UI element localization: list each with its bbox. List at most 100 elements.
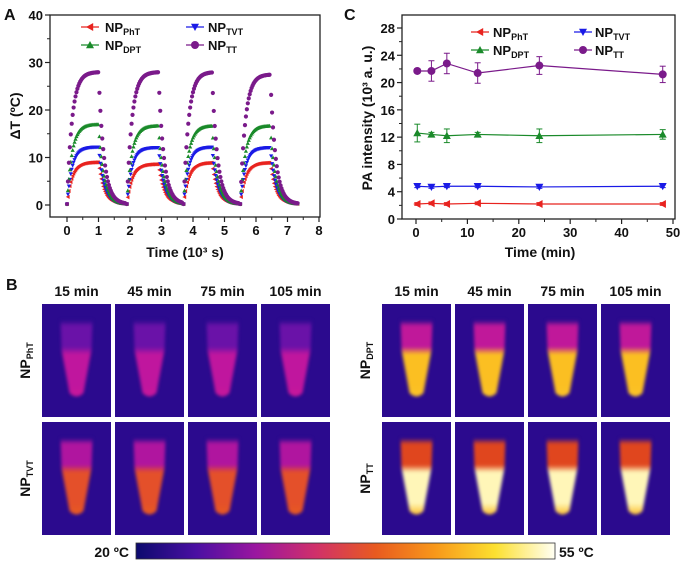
marker-triangle-down — [126, 184, 131, 189]
marker-triangle-up — [71, 143, 76, 148]
thermal-image — [601, 304, 670, 417]
marker-circle — [219, 179, 224, 184]
marker-circle — [181, 201, 186, 207]
thermal-image — [42, 304, 111, 417]
tube-hotspot — [206, 438, 239, 515]
row-label-sub: DPT — [365, 341, 375, 360]
series-pht — [64, 160, 300, 207]
marker-circle — [124, 201, 129, 207]
marker-triangle-down — [98, 161, 103, 166]
legend-entry-tt: NPTT — [595, 43, 625, 60]
time-label: 45 min — [467, 283, 511, 299]
marker-circle — [275, 170, 280, 175]
y-tick-label: 8 — [388, 157, 395, 172]
chart-c-series — [413, 52, 667, 208]
chart-a-frame — [49, 14, 321, 218]
x-tick-label: 1 — [95, 223, 102, 238]
marker-triangle-down — [191, 23, 199, 31]
legend-sub: DPT — [511, 50, 530, 60]
marker-triangle-left — [185, 180, 190, 185]
series-pht — [413, 199, 666, 208]
marker-triangle-down — [125, 192, 130, 197]
marker-circle — [240, 161, 245, 166]
marker-triangle-left — [96, 160, 100, 165]
marker-triangle-left — [243, 174, 248, 179]
marker-circle — [187, 112, 192, 117]
marker-triangle-up — [243, 149, 249, 153]
marker-circle — [64, 201, 70, 207]
legend-sub: TVT — [226, 27, 244, 37]
marker-triangle-left — [427, 199, 435, 208]
row-label-sub: PhT — [25, 342, 35, 360]
marker-triangle-down — [160, 174, 165, 178]
marker-circle — [218, 174, 223, 180]
marker-triangle-left — [182, 194, 187, 200]
time-label: 15 min — [54, 283, 98, 299]
marker-triangle-down — [130, 164, 135, 168]
marker-circle — [535, 61, 544, 70]
y-tick-label: 20 — [381, 76, 395, 91]
x-tick-label: 2 — [126, 223, 133, 238]
marker-triangle-left — [130, 175, 135, 180]
marker-circle — [127, 145, 132, 150]
tube-hotspot — [619, 438, 652, 515]
thermal-image — [528, 304, 597, 417]
legend-sub: DPT — [123, 45, 142, 55]
marker-circle — [189, 99, 194, 104]
marker-triangle-down — [442, 183, 451, 191]
marker-circle — [71, 105, 76, 110]
marker-triangle-up — [535, 131, 544, 139]
row-label-tvt: NPTVT — [17, 460, 35, 497]
marker-circle — [104, 174, 110, 180]
marker-triangle-down — [66, 184, 71, 189]
marker-circle — [271, 137, 277, 142]
marker-circle — [161, 155, 167, 161]
marker-triangle-down — [186, 167, 191, 172]
thermal-image — [42, 422, 111, 535]
legend-entry-tt: NPTT — [208, 38, 238, 55]
marker-triangle-up — [186, 154, 191, 159]
marker-triangle-down — [240, 184, 245, 189]
marker-circle — [97, 90, 102, 95]
marker-triangle-up — [413, 129, 422, 137]
y-tick-label: 12 — [381, 130, 395, 145]
marker-circle — [216, 163, 221, 168]
y-tick-label: 10 — [29, 151, 43, 166]
marker-triangle-left — [213, 181, 218, 186]
marker-triangle-up — [188, 144, 193, 149]
tube-hotspot — [619, 320, 652, 397]
x-tick-label: 5 — [221, 223, 228, 238]
marker-circle — [579, 46, 587, 54]
marker-circle — [244, 107, 249, 112]
marker-circle — [427, 66, 436, 75]
marker-circle — [267, 72, 272, 77]
series-line — [417, 132, 663, 137]
marker-circle — [189, 94, 195, 99]
marker-circle — [210, 90, 215, 96]
tube-hotspot — [60, 438, 93, 515]
time-label: 15 min — [394, 283, 438, 299]
marker-triangle-up — [658, 130, 667, 138]
marker-triangle-down — [210, 153, 215, 158]
marker-circle — [160, 147, 166, 152]
marker-triangle-down — [211, 161, 216, 166]
marker-triangle-down — [65, 192, 71, 197]
row-label-dpt: NPDPT — [357, 341, 375, 379]
marker-circle — [277, 179, 282, 184]
marker-triangle-up — [427, 130, 436, 138]
thermal-image — [455, 304, 524, 417]
time-label: 45 min — [127, 283, 171, 299]
marker-triangle-down — [273, 182, 278, 187]
marker-triangle-down — [215, 182, 220, 187]
marker-triangle-up — [269, 135, 274, 140]
chart-c-ylabel: PA intensity (10³ a. u.) — [359, 46, 375, 191]
marker-triangle-up — [190, 135, 196, 140]
marker-circle — [163, 169, 169, 174]
marker-triangle-down — [157, 154, 162, 159]
marker-triangle-down — [213, 173, 218, 178]
chart-c-ticks: 0 10 20 30 40 50 0 4 8 12 16 20 24 28 — [381, 21, 681, 240]
marker-circle — [442, 59, 451, 68]
x-tick-label: 0 — [412, 225, 419, 240]
tube-hotspot — [546, 320, 579, 397]
